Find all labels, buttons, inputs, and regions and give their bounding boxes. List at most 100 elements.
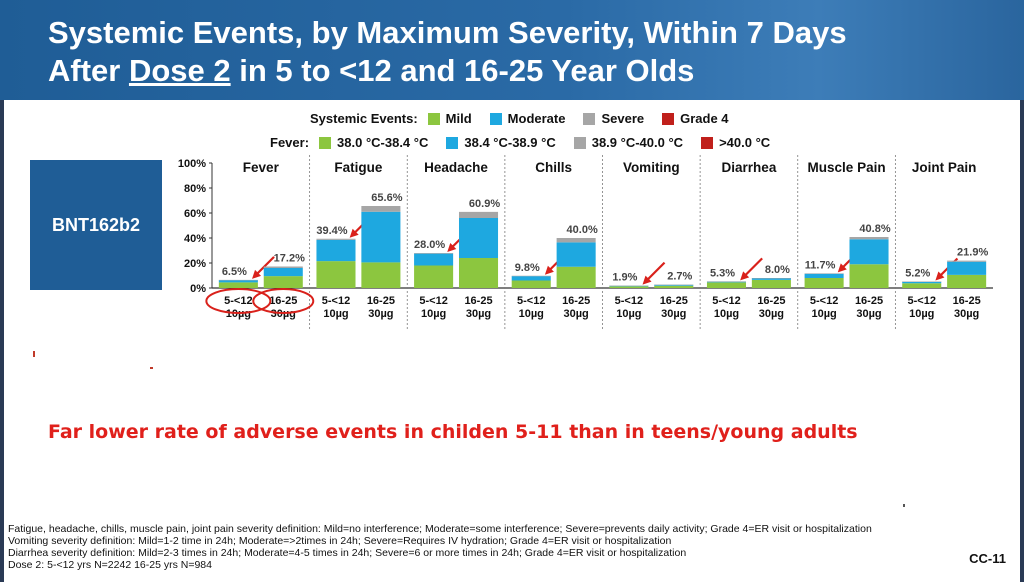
- x-tick-label: 16-25: [464, 295, 492, 307]
- bar-segment-severe: [316, 238, 356, 240]
- bar-total-label: 8.0%: [765, 264, 790, 276]
- legend-label-fever-1: 38.0 °C-38.4 °C: [337, 135, 429, 150]
- bar-segment-severe: [361, 206, 401, 212]
- bar-total-label: 60.9%: [469, 198, 500, 210]
- x-tick-label-dose: 10µg: [616, 308, 641, 320]
- bar-total-label: 65.6%: [371, 192, 402, 204]
- legend-item-fever-1: 38.0 °C-38.4 °C: [319, 135, 428, 150]
- x-tick-label-dose: 30µg: [466, 308, 491, 320]
- right-edge-bar: [1020, 100, 1024, 582]
- x-tick-label-dose: 30µg: [856, 308, 881, 320]
- legend-label-fever-2: 38.4 °C-38.9 °C: [464, 135, 556, 150]
- bar-total-label: 5.2%: [905, 268, 930, 280]
- bar-segment-mild: [361, 262, 401, 288]
- footnote-line-2: Vomiting severity definition: Mild=1-2 t…: [8, 535, 672, 547]
- bar-segment-mild: [414, 265, 454, 288]
- panel-title: Vomiting: [623, 160, 680, 175]
- x-tick-label-dose: 10µg: [226, 308, 251, 320]
- bar-segment-severe: [556, 238, 596, 243]
- x-tick-label-dose: 10µg: [811, 308, 836, 320]
- bar-segment-moderate: [414, 253, 454, 266]
- bar-segment-severe: [654, 284, 694, 286]
- bar-total-label: 2.7%: [667, 271, 692, 283]
- bar-segment-severe: [414, 253, 454, 254]
- annotation-arrowhead: [447, 243, 457, 252]
- x-tick-label: 16-25: [660, 295, 688, 307]
- bar-segment-mild: [263, 276, 303, 288]
- panel-title: Headache: [424, 160, 488, 175]
- stray-mark-3: [903, 504, 905, 507]
- bar-segment-severe: [706, 281, 747, 282]
- x-tick-label: 5-<12: [322, 295, 350, 307]
- bar-segment-moderate: [511, 276, 551, 281]
- y-tick-label: 100%: [178, 158, 206, 170]
- vaccine-badge: BNT162b2: [30, 160, 162, 290]
- title-line-2-prefix: After: [48, 53, 129, 88]
- annotation-arrowhead: [252, 269, 262, 279]
- highlight-circle-young: [205, 288, 272, 314]
- bar-segment-mild: [511, 280, 551, 288]
- bar-segment-moderate: [751, 278, 791, 280]
- panel-title: Joint Pain: [912, 160, 977, 175]
- x-tick-label: 16-25: [855, 295, 883, 307]
- bar-segment-moderate: [458, 218, 499, 258]
- x-tick-label: 16-25: [367, 295, 395, 307]
- title-dose-underlined: Dose 2: [128, 53, 231, 88]
- legend-label-fever-3: 38.9 °C-40.0 °C: [591, 135, 684, 150]
- bar-segment-mild: [316, 261, 356, 288]
- legend-systemic-title: Systemic Events:: [310, 111, 418, 126]
- legend-swatch-mild: [427, 112, 440, 125]
- legend-item-mild: Mild: [427, 111, 472, 126]
- bar-total-label: 9.8%: [515, 262, 540, 274]
- footnote-line-3: Diarrhea severity definition: Mild=2-3 t…: [8, 547, 687, 559]
- legend-swatch-grade4: [662, 112, 675, 125]
- x-tick-label-dose: 30µg: [954, 308, 979, 320]
- legend-item-fever-2: 38.4 °C-38.9 °C: [446, 135, 556, 150]
- bar-segment-mild: [804, 278, 844, 288]
- legend-item-fever-3: 38.9 °C-40.0 °C: [573, 135, 684, 150]
- x-tick-label: 5-<12: [712, 295, 740, 307]
- bar-total-label: 39.4%: [316, 225, 347, 237]
- annotation-arrowhead: [349, 228, 359, 238]
- x-tick-label: 16-25: [953, 295, 981, 307]
- x-tick-label: 16-25: [757, 295, 785, 307]
- slide-number: CC-11: [969, 551, 1006, 566]
- bar-total-label: 28.0%: [414, 239, 445, 251]
- panel-title: Diarrhea: [722, 160, 777, 175]
- footnote-line-4: Dose 2: 5-<12 yrs N=2242 16-25 yrs N=984: [8, 559, 212, 571]
- bar-segment-mild: [849, 264, 889, 288]
- legend-swatch-fever-2: [446, 136, 459, 149]
- y-tick-label: 80%: [184, 183, 206, 195]
- panel-title: Fever: [243, 160, 280, 175]
- bar-segment-moderate: [947, 261, 987, 275]
- bar-total-label: 21.9%: [957, 247, 988, 259]
- bar-segment-moderate: [849, 239, 889, 265]
- x-tick-label-dose: 30µg: [563, 308, 588, 320]
- legend-label-fever-4: >40.0 °C: [719, 135, 771, 150]
- panel-title: Muscle Pain: [808, 160, 886, 175]
- legend-item-grade4: Grade 4: [662, 111, 729, 126]
- legend-fever-title: Fever:: [270, 135, 310, 150]
- annotation-arrowhead: [935, 271, 945, 281]
- bar-segment-severe: [947, 260, 987, 262]
- highlight-circle-old: [252, 288, 315, 314]
- y-tick-label: 20%: [184, 258, 206, 270]
- legend-label-grade4: Grade 4: [680, 111, 729, 126]
- bar-segment-severe: [804, 273, 844, 274]
- x-tick-label-dose: 30µg: [368, 308, 393, 320]
- annotation-arrow: [254, 256, 275, 277]
- legend-swatch-fever-4: [701, 136, 714, 149]
- panel-title: Chills: [535, 160, 572, 175]
- bar-segment-severe: [849, 237, 889, 240]
- x-tick-label-dose: 10µg: [909, 308, 934, 320]
- bar-segment-moderate: [263, 268, 303, 277]
- bar-segment-moderate: [706, 281, 747, 283]
- bar-segment-moderate: [902, 281, 942, 284]
- bar-segment-severe: [902, 281, 942, 282]
- bar-segment-severe: [263, 266, 303, 268]
- bar-segment-moderate: [654, 284, 694, 286]
- x-tick-label: 5-<12: [517, 295, 545, 307]
- bar-segment-mild: [706, 282, 747, 288]
- bar-total-label: 6.5%: [222, 266, 247, 278]
- annotation-arrowhead: [544, 265, 554, 275]
